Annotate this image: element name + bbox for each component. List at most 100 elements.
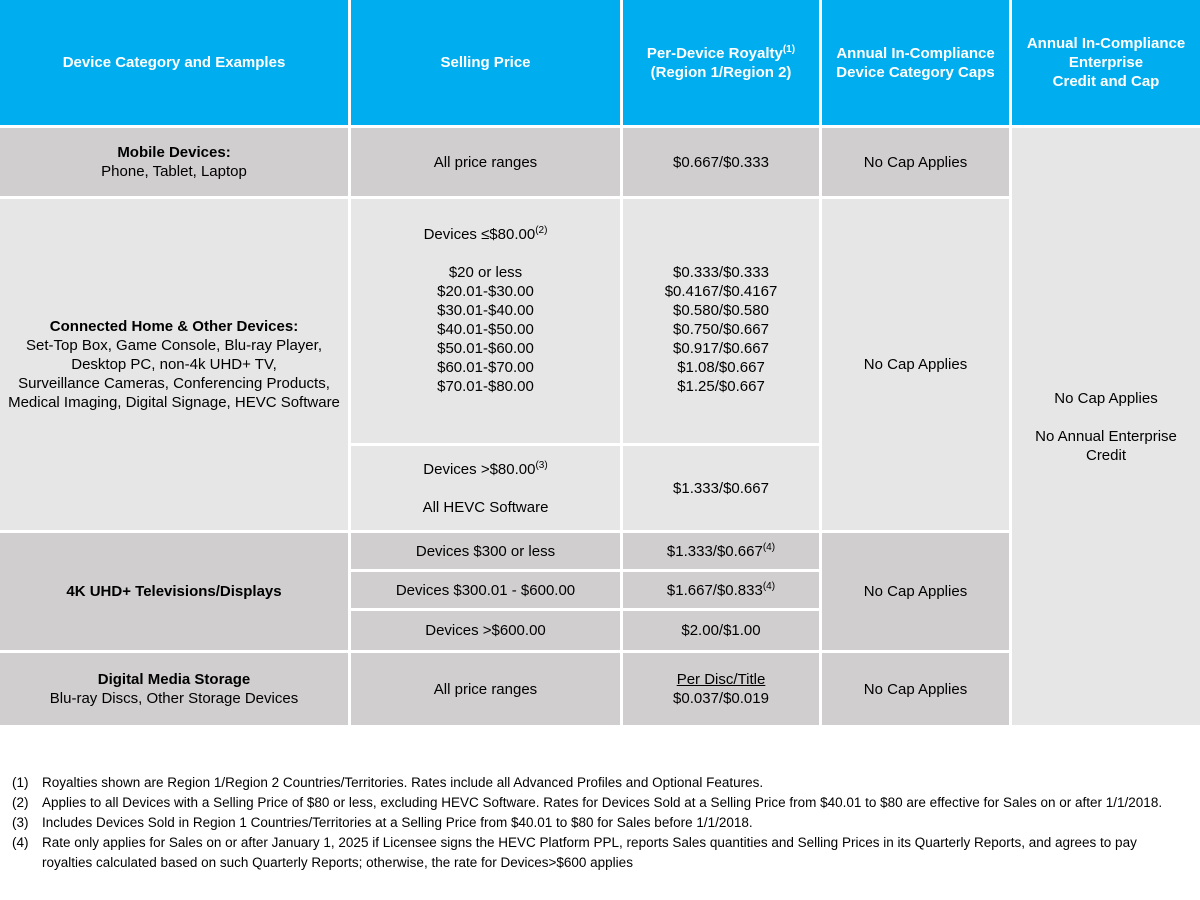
royalty-tier: $0.917/$0.667 [673, 340, 769, 357]
royalty-tier: $1.25/$0.667 [677, 378, 765, 395]
header-label: Annual In-Compliance [836, 44, 995, 62]
royalty-text: $1.333/$0.667 [673, 479, 769, 497]
footnote-ref-2: (2) [535, 225, 548, 236]
price-tier: $20.01-$30.00 [437, 283, 534, 300]
price-text: All price ranges [433, 153, 538, 171]
category-examples: Desktop PC, non-4k UHD+ TV, [71, 356, 277, 373]
cell-storage-cap: No Cap Applies [822, 653, 1009, 725]
cap-text: No Cap Applies [863, 680, 968, 698]
category-title: Connected Home & Other Devices: [49, 318, 299, 335]
footnote-text: Applies to all Devices with a Selling Pr… [42, 795, 1163, 810]
cell-mobile-cap: No Cap Applies [822, 128, 1009, 196]
royalty-unit-label: Per Disc/Title [676, 671, 766, 688]
cell-uhd-category: 4K UHD+ Televisions/Displays [0, 533, 348, 650]
header-label: Per-Device Royalty(1) [646, 43, 796, 62]
footnote-number: (3) [12, 815, 29, 830]
price-heading: Devices ≤$80.00(2) [423, 225, 548, 244]
price-tier: $30.01-$40.00 [437, 302, 534, 319]
cell-mobile-category: Mobile Devices: Phone, Tablet, Laptop [0, 128, 348, 196]
header-label: Enterprise [1068, 54, 1144, 71]
category-title: Digital Media Storage [97, 671, 251, 688]
price-text: Devices >$600.00 [425, 622, 546, 639]
price-text: All price ranges [433, 680, 538, 698]
cell-connected-category: Connected Home & Other Devices: Set-Top … [0, 199, 348, 530]
enterprise-credit-text: No Annual Enterprise Credit [1035, 427, 1177, 464]
royalty-tier: $0.333/$0.333 [673, 264, 769, 281]
header-label: (Region 1/Region 2) [650, 63, 792, 81]
header-cell-per-device-royalty: Per-Device Royalty(1) (Region 1/Region 2… [623, 0, 819, 125]
price-tier: $60.01-$70.00 [437, 359, 534, 376]
royalty-rate-table: Device Category and Examples Selling Pri… [0, 0, 1200, 725]
cell-mobile-royalty: $0.667/$0.333 [623, 128, 819, 196]
cell-storage-price: All price ranges [351, 653, 620, 725]
price-tier: $50.01-$60.00 [437, 340, 534, 357]
category-title: Mobile Devices: [117, 144, 231, 161]
royalty-text: $2.00/$1.00 [681, 622, 761, 639]
price-text: Devices $300 or less [415, 542, 556, 560]
royalty-tier: $0.750/$0.667 [673, 321, 769, 338]
cell-enterprise-credit: No Cap Applies No Annual Enterprise Cred… [1012, 128, 1200, 725]
price-text: Devices $300.01 - $600.00 [395, 581, 576, 599]
category-examples: Set-Top Box, Game Console, Blu-ray Playe… [26, 337, 322, 354]
cell-mobile-price: All price ranges [351, 128, 620, 196]
cell-uhd-tier3-royalty: $2.00/$1.00 [623, 611, 819, 650]
header-label: Device Category Caps [836, 63, 995, 81]
royalty-text: $0.037/$0.019 [673, 690, 769, 707]
header-cell-enterprise-credit-cap: Annual In-Compliance Enterprise Credit a… [1012, 0, 1200, 125]
cell-uhd-tier1-royalty: $1.333/$0.667(4) [623, 533, 819, 569]
cell-connected-under80-price: Devices ≤$80.00(2) $20 or less $20.01-$3… [351, 199, 620, 443]
category-examples: Phone, Tablet, Laptop [101, 163, 247, 180]
cell-uhd-tier2-price: Devices $300.01 - $600.00 [351, 572, 620, 608]
royalty-tier: $1.08/$0.667 [677, 359, 765, 376]
cap-text: No Cap Applies [863, 356, 968, 373]
header-label: Selling Price [440, 54, 531, 71]
footnote-ref-1: (1) [782, 43, 796, 55]
cap-text: No Cap Applies [863, 583, 968, 600]
cell-connected-cap: No Cap Applies [822, 199, 1009, 530]
royalty-text: $0.667/$0.333 [673, 153, 769, 171]
royalty-text: $1.667/$0.833(4) [666, 580, 776, 599]
footnote-ref-4: (4) [762, 541, 776, 553]
footnote-1: (1) Royalties shown are Region 1/Region … [12, 773, 1186, 793]
header-label: Credit and Cap [1052, 73, 1160, 90]
footnote-number: (1) [12, 775, 29, 790]
royalty-text: $1.333/$0.667(4) [666, 541, 776, 560]
footnote-2: (2) Applies to all Devices with a Sellin… [12, 793, 1186, 813]
header-label: Device Category and Examples [62, 54, 286, 71]
footnote-text: Includes Devices Sold in Region 1 Countr… [42, 815, 753, 830]
price-tier: $40.01-$50.00 [437, 321, 534, 338]
cell-storage-category: Digital Media Storage Blu-ray Discs, Oth… [0, 653, 348, 725]
cap-text: No Cap Applies [863, 153, 968, 171]
footnote-text: Rate only applies for Sales on or after … [42, 835, 1137, 870]
footnote-text: Royalties shown are Region 1/Region 2 Co… [42, 775, 764, 790]
cell-connected-under80-royalty: $0.333/$0.333 $0.4167/$0.4167 $0.580/$0.… [623, 199, 819, 443]
footnotes: (1) Royalties shown are Region 1/Region … [0, 773, 1200, 873]
cell-uhd-tier3-price: Devices >$600.00 [351, 611, 620, 650]
footnote-ref-4: (4) [762, 580, 776, 592]
cell-uhd-cap: No Cap Applies [822, 533, 1009, 650]
category-examples: Medical Imaging, Digital Signage, HEVC S… [8, 394, 340, 411]
footnote-ref-3: (3) [535, 459, 548, 471]
cell-storage-royalty: Per Disc/Title $0.037/$0.019 [623, 653, 819, 725]
price-subheading: All HEVC Software [422, 498, 549, 516]
cell-connected-over80-price: Devices >$80.00(3) All HEVC Software [351, 446, 620, 530]
category-title: 4K UHD+ Televisions/Displays [66, 583, 282, 600]
royalty-tier: $0.4167/$0.4167 [664, 283, 778, 300]
footnote-3: (3) Includes Devices Sold in Region 1 Co… [12, 813, 1186, 833]
header-cell-selling-price: Selling Price [351, 0, 620, 125]
price-tier: $70.01-$80.00 [437, 378, 534, 395]
footnote-number: (4) [12, 835, 29, 850]
header-label: Annual In-Compliance [1026, 35, 1186, 52]
footnote-4: (4) Rate only applies for Sales on or af… [12, 833, 1186, 873]
price-heading: Devices >$80.00(3) [423, 459, 548, 478]
cell-connected-over80-royalty: $1.333/$0.667 [623, 446, 819, 530]
royalty-tier: $0.580/$0.580 [673, 302, 769, 319]
header-cell-device-category-caps: Annual In-Compliance Device Category Cap… [822, 0, 1009, 125]
cell-uhd-tier1-price: Devices $300 or less [351, 533, 620, 569]
enterprise-cap-text: No Cap Applies [1054, 389, 1158, 407]
category-examples: Surveillance Cameras, Conferencing Produ… [18, 375, 330, 392]
footnote-number: (2) [12, 795, 29, 810]
price-tier: $20 or less [448, 264, 523, 281]
cell-uhd-tier2-royalty: $1.667/$0.833(4) [623, 572, 819, 608]
